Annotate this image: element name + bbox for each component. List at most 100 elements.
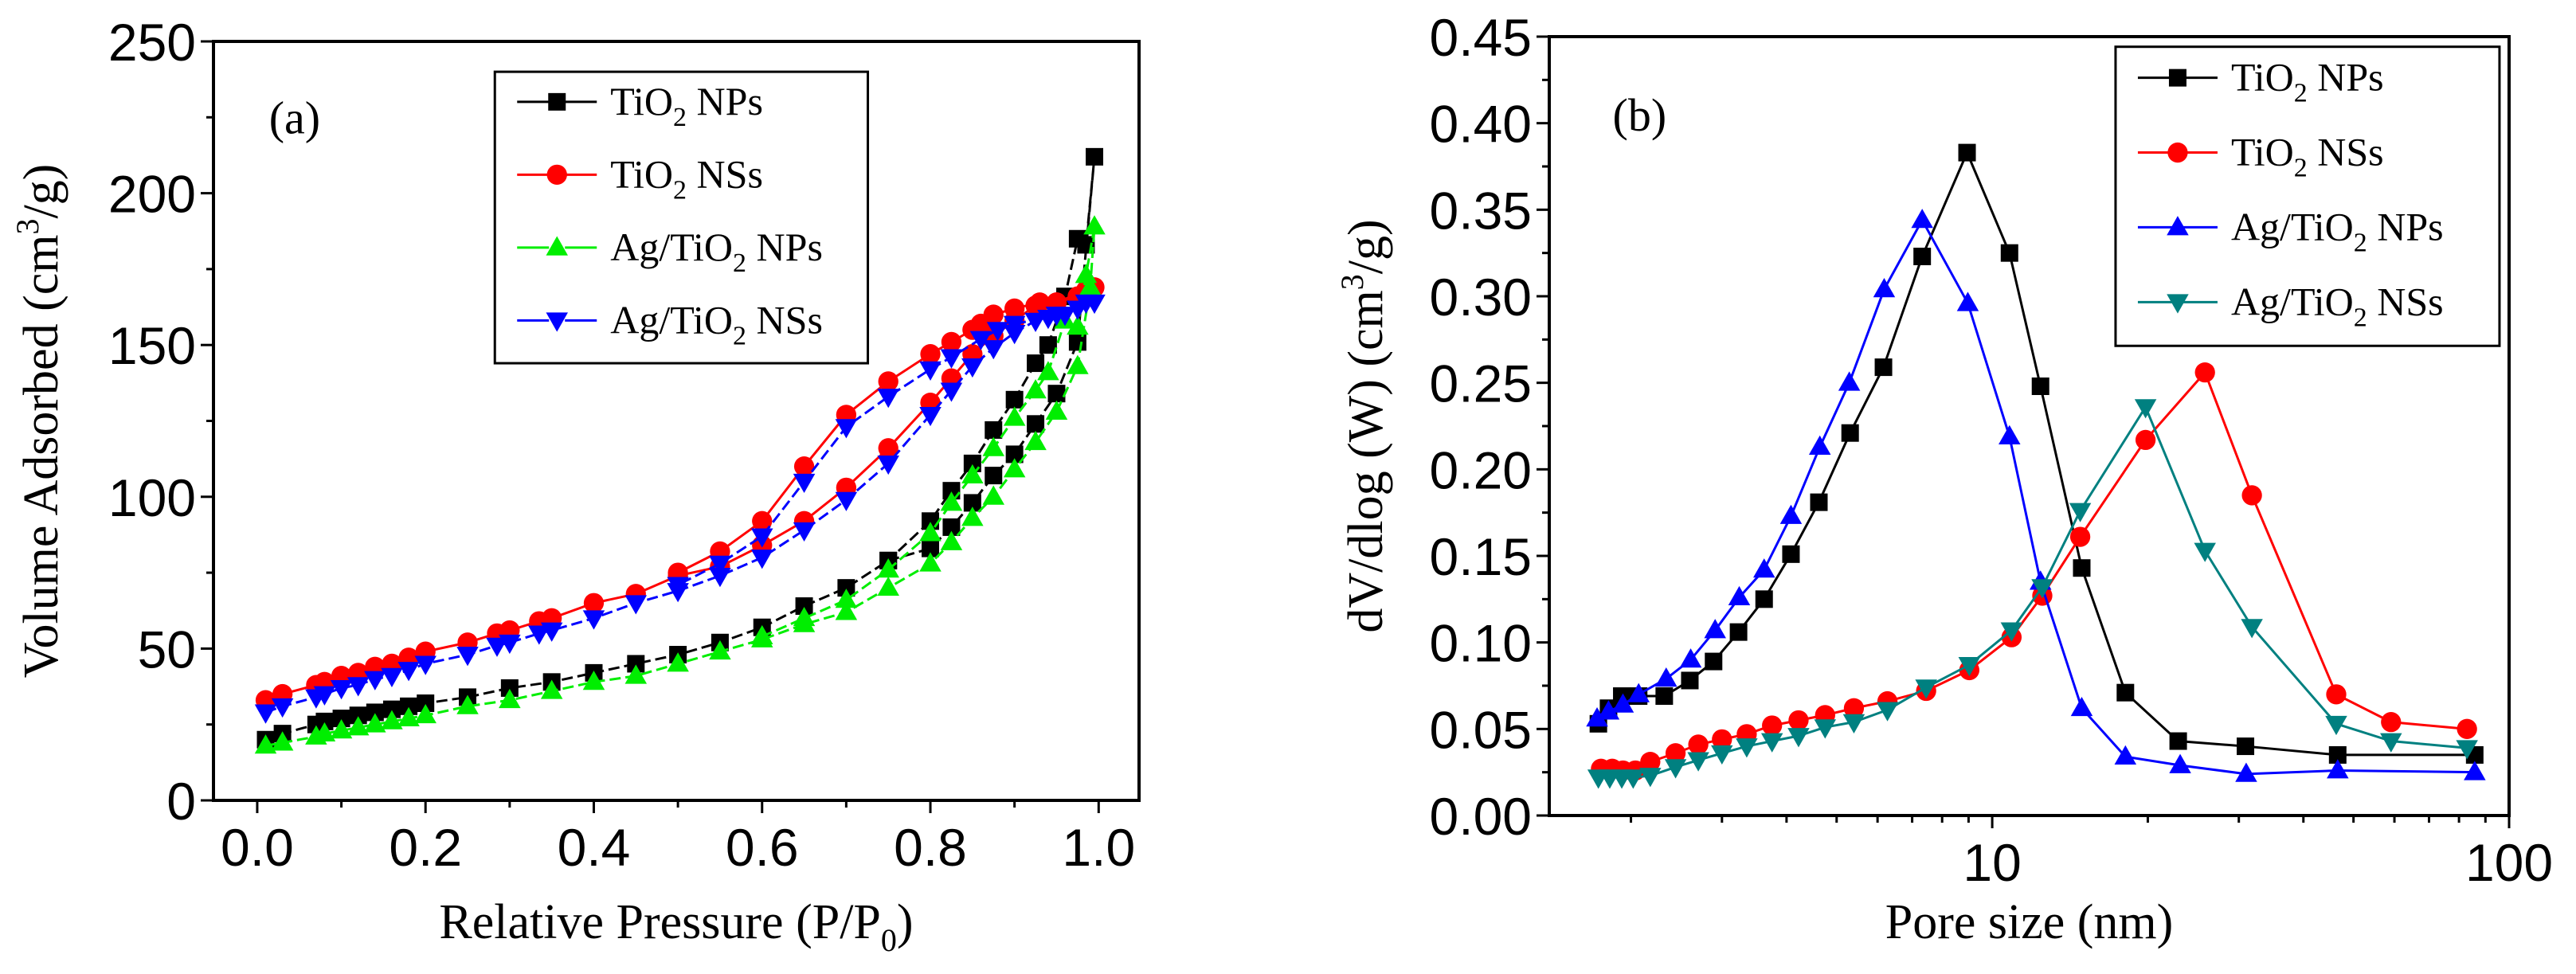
marker-triangle-down (528, 625, 550, 645)
marker-triangle-up (546, 236, 568, 256)
marker-triangle-down (2194, 542, 2216, 562)
x-tick-label: 1.0 (1062, 818, 1135, 877)
marker-triangle-up (1075, 264, 1098, 284)
marker-square (2168, 68, 2186, 87)
marker-triangle-up (877, 576, 899, 597)
marker-triangle-down (1075, 294, 1098, 315)
y-tick-label: 0.10 (1430, 614, 1532, 673)
marker-triangle-up (624, 664, 648, 684)
marker-triangle-down (1958, 657, 1981, 677)
y-axis-label: dV/dlog (W) (cm3/g) (1334, 219, 1393, 632)
legend-label-post: NSs (746, 297, 823, 342)
marker-circle (752, 510, 773, 531)
marker-triangle-down (2456, 740, 2478, 760)
marker-triangle-down (1037, 309, 1059, 330)
marker-triangle-up (1911, 209, 1933, 229)
marker-triangle-down (456, 647, 479, 667)
y-axis-label-post: /g) (14, 164, 69, 219)
marker-triangle-up (1779, 504, 1803, 524)
marker-triangle-down (750, 528, 773, 548)
marker-triangle-up (1808, 435, 1831, 455)
marker-square (985, 421, 1003, 439)
marker-circle (2069, 526, 2091, 547)
legend-item: TiO2 NSs (2137, 130, 2384, 183)
marker-triangle-down (2380, 733, 2402, 753)
series-line (264, 301, 1095, 714)
series-2 (254, 215, 1106, 754)
marker-square (963, 494, 981, 512)
y-tick-label: 0.35 (1430, 181, 1532, 240)
marker-square (1782, 545, 1800, 563)
marker-triangle-up (582, 671, 605, 690)
series-3 (1587, 399, 2478, 789)
marker-square (548, 92, 566, 111)
legend-label-post: NPs (2367, 204, 2444, 248)
legend-label-post: NSs (2367, 279, 2444, 323)
marker-triangle-up (1838, 371, 1861, 391)
marker-triangle-up (364, 713, 386, 733)
marker-triangle-up (961, 507, 984, 526)
marker-triangle-down (2000, 622, 2023, 642)
marker-triangle-up (1999, 424, 2021, 444)
marker-square (400, 697, 418, 715)
marker-triangle-down (709, 568, 731, 588)
marker-circle (2135, 429, 2156, 451)
marker-triangle-down (940, 349, 963, 369)
marker-square (349, 706, 367, 725)
marker-triangle-down (1024, 312, 1047, 333)
marker-triangle-up (330, 719, 353, 739)
marker-triangle-up (2327, 759, 2349, 779)
legend-label: Ag/TiO2 NPs (2231, 204, 2444, 257)
legend-item: Ag/TiO2 NPs (2137, 204, 2444, 257)
marker-triangle-down (313, 686, 336, 706)
marker-triangle-up (1024, 379, 1047, 399)
marker-triangle-up (750, 624, 773, 645)
x-tick-label: 100 (2465, 833, 2553, 892)
marker-triangle-down (1664, 759, 1687, 779)
marker-triangle-down (793, 473, 816, 494)
marker-triangle-down (1787, 728, 1810, 748)
y-tick-label: 0.45 (1430, 8, 1532, 67)
marker-triangle-up (1003, 458, 1026, 478)
marker-triangle-down (919, 361, 942, 381)
marker-triangle-up (1611, 693, 1634, 713)
marker-triangle-up (1067, 354, 1089, 374)
x-axis-label-text: Relative Pressure (P/P (439, 895, 881, 949)
marker-triangle-up (1067, 315, 1089, 335)
marker-square (366, 703, 384, 722)
legend-label-text: Ag/TiO (2231, 279, 2354, 323)
marker-triangle-down (381, 667, 403, 688)
marker-triangle-up (877, 557, 899, 578)
marker-triangle-up (1024, 430, 1047, 451)
marker-triangle-up (1003, 406, 1026, 426)
marker-triangle-down (2167, 294, 2189, 314)
marker-triangle-down (919, 406, 942, 427)
x-axis-label-post: ) (897, 895, 914, 949)
marker-square (1005, 390, 1024, 409)
legend-label-sub: 2 (733, 248, 746, 278)
marker-triangle-down (940, 382, 963, 402)
legend-label-text: Ag/TiO (2231, 204, 2354, 248)
marker-square (627, 655, 645, 673)
marker-circle (2241, 485, 2262, 506)
marker-circle (920, 343, 941, 365)
legend-label-sub: 2 (2354, 228, 2367, 257)
marker-triangle-up (381, 710, 403, 730)
legend-label-sub: 2 (2354, 303, 2367, 332)
marker-triangle-up (2167, 216, 2189, 236)
marker-circle (941, 331, 962, 353)
marker-triangle-down (969, 331, 992, 350)
marker-triangle-down (986, 322, 1009, 342)
marker-circle (1004, 298, 1025, 319)
legend-label: Ag/TiO2 NSs (610, 297, 823, 350)
marker-square (1755, 590, 1773, 608)
marker-triangle-down (1915, 679, 1937, 699)
y-tick-label: 0.25 (1430, 354, 1532, 413)
marker-triangle-down (709, 555, 731, 575)
legend-label-text: TiO (610, 151, 673, 196)
x-tick-label: 0.2 (389, 818, 462, 877)
marker-square (1958, 143, 1976, 162)
marker-triangle-up (1597, 700, 1620, 720)
legend-label-text: Ag/TiO (610, 225, 733, 269)
